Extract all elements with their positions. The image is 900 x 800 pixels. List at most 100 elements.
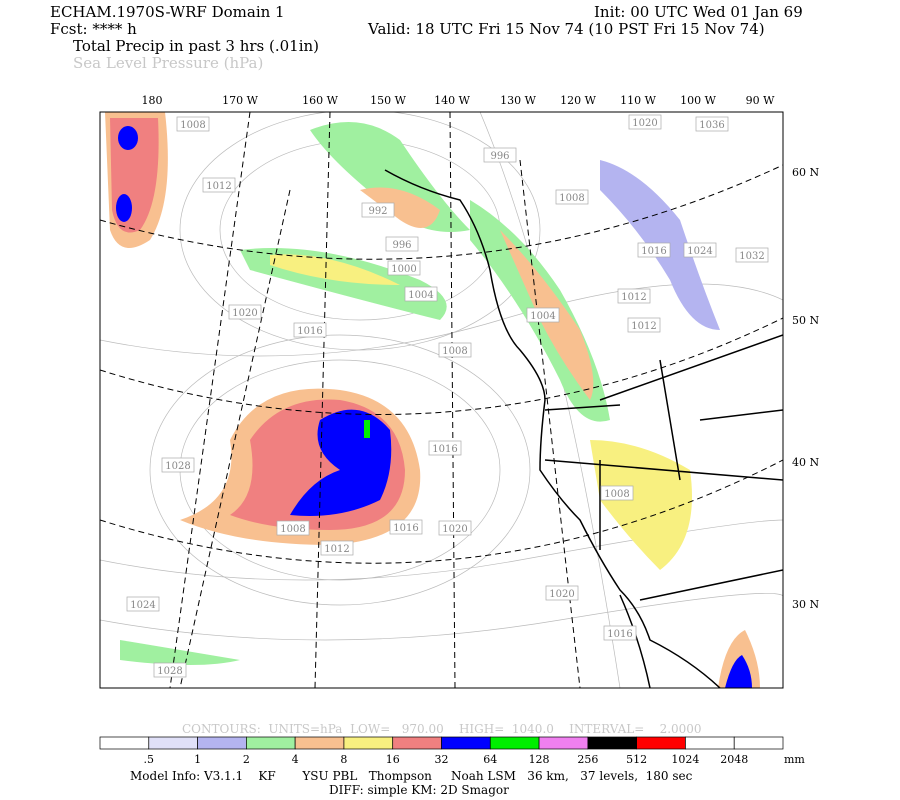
pressure-label-box bbox=[617, 288, 651, 304]
colorbar-label: .5 bbox=[144, 753, 155, 766]
pressure-label: 1012 bbox=[631, 321, 656, 332]
pressure-label-box bbox=[438, 342, 472, 358]
colorbar-label: 16 bbox=[386, 753, 400, 766]
pressure-label: 1016 bbox=[393, 523, 418, 534]
lon-label: 130 W bbox=[500, 94, 536, 107]
colorbar-label: 32 bbox=[435, 753, 449, 766]
lon-label: 120 W bbox=[560, 94, 596, 107]
pressure-field: Sea Level Pressure (hPa) bbox=[73, 54, 264, 72]
pressure-label: 1008 bbox=[280, 524, 305, 535]
precip-field: Total Precip in past 3 hrs (.01in) bbox=[73, 37, 320, 55]
pressure-label-box bbox=[153, 662, 187, 678]
pressure-label: 996 bbox=[490, 151, 509, 162]
colorbar-label: 128 bbox=[529, 753, 550, 766]
pressure-label: 1008 bbox=[442, 346, 467, 357]
pressure-label-box bbox=[126, 596, 160, 612]
pressure-label-box bbox=[276, 520, 310, 536]
pressure-label: 996 bbox=[392, 240, 411, 251]
pressure-label: 1016 bbox=[607, 629, 632, 640]
lon-label: 110 W bbox=[620, 94, 656, 107]
colorbar-label: 1024 bbox=[671, 753, 699, 766]
pressure-label-box bbox=[202, 177, 236, 193]
pressure-label: 1016 bbox=[641, 246, 666, 257]
colorbar-box bbox=[587, 736, 637, 750]
colorbar-box bbox=[148, 736, 198, 750]
pressure-label-box bbox=[628, 114, 662, 130]
colorbar-label: 512 bbox=[626, 753, 647, 766]
map-field bbox=[100, 112, 783, 688]
pressure-label: 1008 bbox=[180, 120, 205, 131]
pressure-label: 1008 bbox=[604, 489, 629, 500]
pressure-label: 1024 bbox=[687, 246, 712, 257]
lat-label: 50 N bbox=[792, 314, 819, 327]
lon-label: 90 W bbox=[746, 94, 775, 107]
map-frame bbox=[99, 111, 784, 689]
pressure-label-box bbox=[637, 242, 671, 258]
pressure-label: 1004 bbox=[408, 290, 433, 301]
model-info: Model Info: V3.1.1 KF YSU PBL Thompson N… bbox=[130, 769, 693, 783]
colorbar-box bbox=[343, 736, 394, 750]
pressure-label-box bbox=[555, 189, 589, 205]
lon-label: 160 W bbox=[302, 94, 338, 107]
init-time: Init: 00 UTC Wed 01 Jan 69 bbox=[594, 3, 803, 21]
colorbar-box bbox=[294, 736, 345, 750]
pressure-label-box bbox=[438, 520, 472, 536]
pressure-label: 1028 bbox=[157, 666, 182, 677]
pressure-label-box bbox=[361, 202, 395, 218]
colorbar-box bbox=[99, 736, 150, 750]
lat-label: 60 N bbox=[792, 166, 819, 179]
pressure-label-box bbox=[176, 116, 210, 132]
pressure-label: 1024 bbox=[130, 600, 155, 611]
colorbar-box bbox=[636, 736, 686, 750]
valid-time: Valid: 18 UTC Fri 15 Nov 74 (10 PST Fri … bbox=[368, 20, 765, 38]
pressure-label-box bbox=[428, 440, 462, 456]
lon-label: 150 W bbox=[370, 94, 406, 107]
model-title: ECHAM.1970S-WRF Domain 1 bbox=[50, 3, 285, 21]
pressure-label-box bbox=[483, 147, 517, 163]
lon-label: 100 W bbox=[680, 94, 716, 107]
contour-info: CONTOURS: UNITS=hPa LOW= 970.00 HIGH= 10… bbox=[182, 722, 702, 736]
precip bbox=[105, 112, 760, 688]
colorbar-label: 4 bbox=[292, 753, 299, 766]
colorbar-unit: mm bbox=[784, 753, 805, 766]
pressure-label: 1032 bbox=[739, 251, 764, 262]
lon-label: 140 W bbox=[434, 94, 470, 107]
colorbar-label: 2 bbox=[243, 753, 250, 766]
pressure-label: 1016 bbox=[297, 326, 322, 337]
pressure-label-box bbox=[683, 242, 717, 258]
pressure-label: 992 bbox=[368, 206, 387, 217]
pressure-label: 1016 bbox=[432, 444, 457, 455]
pressure-label-box bbox=[293, 322, 327, 338]
pressure-label: 1020 bbox=[232, 308, 257, 319]
pressure-label: 1020 bbox=[632, 118, 657, 129]
forecast-hour: Fcst: **** h bbox=[50, 20, 137, 38]
colorbar-label: 64 bbox=[483, 753, 497, 766]
colorbar-box bbox=[197, 736, 247, 750]
pressure-label-box bbox=[735, 247, 769, 263]
pressure-label: 1000 bbox=[391, 264, 416, 275]
pressure-label: 1036 bbox=[699, 120, 724, 131]
pressure-label: 1012 bbox=[621, 292, 646, 303]
colorbar-label: 8 bbox=[340, 753, 347, 766]
pressure-label-box bbox=[695, 116, 729, 132]
colorbar-box bbox=[441, 736, 491, 750]
pressure-label-box bbox=[603, 625, 637, 641]
pressure-label-box bbox=[404, 286, 438, 302]
colorbar-label: 256 bbox=[577, 753, 598, 766]
colorbar-box bbox=[538, 736, 589, 750]
colorbar-box bbox=[246, 736, 296, 750]
pressure-label-box bbox=[389, 519, 423, 535]
pressure-label-box bbox=[387, 260, 421, 276]
pressure-label-box bbox=[385, 236, 419, 252]
colorbar-box bbox=[685, 736, 735, 750]
colorbar-label: 2048 bbox=[720, 753, 748, 766]
pressure-label-box bbox=[545, 585, 579, 601]
pressure-label-box bbox=[320, 540, 354, 556]
pressure-label-box bbox=[161, 457, 195, 473]
colorbar-box bbox=[392, 736, 442, 750]
pressure-label: 1012 bbox=[206, 181, 231, 192]
pressure-label: 1012 bbox=[324, 544, 349, 555]
pressure-label: 1028 bbox=[165, 461, 190, 472]
pressure-label: 1004 bbox=[530, 311, 555, 322]
